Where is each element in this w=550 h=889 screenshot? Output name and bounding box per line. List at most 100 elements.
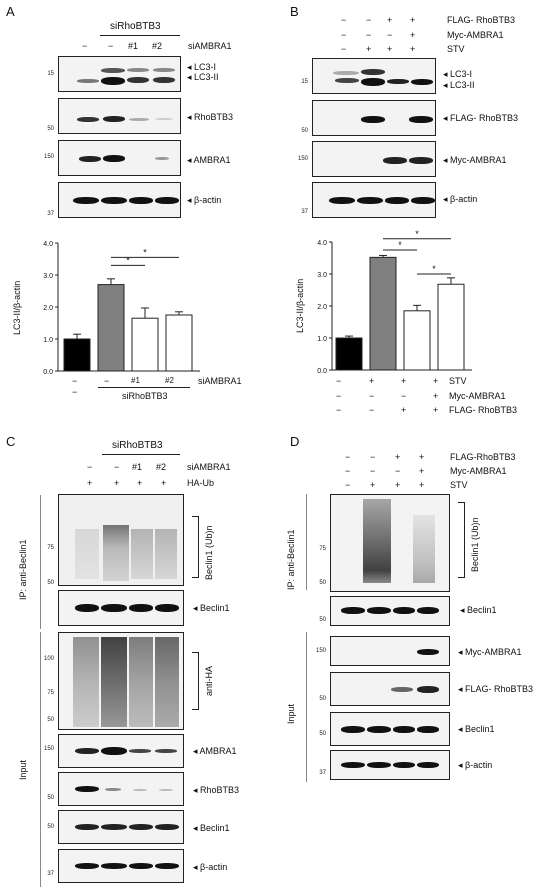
band bbox=[417, 726, 439, 733]
band bbox=[417, 686, 439, 693]
mw-marker: 37 bbox=[319, 770, 326, 776]
row-label: FLAG- RhoBTB3 bbox=[449, 405, 518, 415]
lane-label: siAMBRA1 bbox=[188, 41, 232, 51]
lane-mark: #1 bbox=[132, 462, 143, 472]
band bbox=[103, 155, 125, 162]
mw-marker: 50 bbox=[319, 580, 326, 586]
band bbox=[409, 116, 433, 123]
lane-mark: − bbox=[366, 30, 372, 40]
row-label: Myc-AMBRA1 bbox=[450, 466, 507, 476]
band bbox=[101, 747, 127, 755]
row-label: STV bbox=[447, 44, 465, 54]
band bbox=[155, 197, 179, 204]
input-bracket bbox=[40, 632, 41, 887]
lane-mark: + bbox=[410, 30, 416, 40]
y-tick-label: 0.0 bbox=[43, 369, 53, 376]
band-label: ◂ FLAG- RhoBTB3 bbox=[443, 113, 519, 123]
mw-marker: 150 bbox=[297, 156, 308, 162]
lane-mark: − bbox=[345, 452, 351, 462]
mw-marker: 75 bbox=[47, 690, 54, 696]
x-mark: − bbox=[72, 387, 78, 397]
row-label: STV bbox=[449, 376, 467, 386]
lane-mark: − bbox=[87, 462, 93, 472]
mw-marker: 150 bbox=[43, 154, 54, 160]
band-label: ◂ RhoBTB3 bbox=[187, 112, 234, 122]
group-bracket bbox=[98, 387, 190, 388]
band bbox=[159, 789, 173, 791]
band bbox=[153, 77, 175, 83]
lane-mark: + bbox=[114, 478, 120, 488]
lane-mark: + bbox=[419, 452, 425, 462]
y-tick-label: 2.0 bbox=[43, 305, 53, 312]
lane-mark: + bbox=[87, 478, 93, 488]
band bbox=[75, 786, 99, 792]
lane-mark: − bbox=[401, 391, 407, 401]
band-label-text: β-actin bbox=[450, 194, 478, 204]
band-label: ◂ Beclin1 bbox=[193, 603, 230, 613]
lane-mark: + bbox=[419, 466, 425, 476]
lane-mark: + bbox=[370, 480, 376, 490]
band bbox=[361, 78, 385, 86]
band-label: ◂ Beclin1 bbox=[193, 823, 230, 833]
significance-star: * bbox=[415, 230, 419, 239]
band bbox=[133, 789, 147, 791]
lane-mark: − bbox=[366, 15, 372, 25]
row-label: Myc-AMBRA1 bbox=[449, 391, 506, 401]
ip-bracket bbox=[40, 495, 41, 629]
lane-mark: + bbox=[401, 376, 407, 386]
panel-label-b: B bbox=[290, 4, 299, 19]
band-label-text: AMBRA1 bbox=[193, 155, 231, 165]
band-label-text: Myc-AMBRA1 bbox=[465, 647, 522, 657]
mw-marker: 100 bbox=[43, 656, 54, 662]
blot-actin bbox=[58, 182, 181, 218]
band-label: ◂ AMBRA1 bbox=[187, 155, 231, 165]
band bbox=[129, 604, 153, 612]
mw-marker: 15 bbox=[301, 79, 308, 85]
blot-beclin1-ip bbox=[330, 596, 450, 626]
band-label-text: LC3-I bbox=[450, 69, 473, 79]
band bbox=[361, 116, 385, 123]
band bbox=[341, 726, 365, 733]
significance-star: * bbox=[126, 255, 130, 265]
input-bracket bbox=[306, 632, 307, 782]
row-label: Myc-AMBRA1 bbox=[447, 30, 504, 40]
band bbox=[75, 824, 99, 830]
anti-ha-label: anti-HA bbox=[204, 665, 214, 696]
lane-mark: − bbox=[108, 41, 114, 51]
blot-lc3 bbox=[58, 56, 181, 92]
band bbox=[103, 525, 129, 581]
band bbox=[155, 118, 173, 120]
band-label: ◂ RhoBTB3 bbox=[193, 785, 240, 795]
lane-mark: − bbox=[336, 405, 342, 415]
lane-mark: + bbox=[395, 480, 401, 490]
band bbox=[411, 79, 433, 85]
band bbox=[393, 762, 415, 768]
blot-ub-smear bbox=[330, 494, 450, 592]
band-label-text: RhoBTB3 bbox=[194, 112, 234, 122]
ub-bracket bbox=[458, 502, 465, 578]
band bbox=[391, 687, 413, 692]
mw-marker: 75 bbox=[319, 546, 326, 552]
blot-beclin1-input bbox=[330, 712, 450, 746]
blot-beclin1-input bbox=[58, 810, 184, 844]
blot-rhobtb3 bbox=[58, 772, 184, 806]
band bbox=[155, 529, 177, 579]
ip-bracket bbox=[306, 494, 307, 590]
band bbox=[417, 649, 439, 655]
blot-actin bbox=[312, 182, 436, 218]
band-label-text: Beclin1 bbox=[465, 724, 495, 734]
band bbox=[101, 863, 127, 869]
band bbox=[101, 68, 125, 73]
blot-lc3 bbox=[312, 58, 436, 94]
band-label: ◂ Myc-AMBRA1 bbox=[443, 155, 507, 165]
band-label-text: β-actin bbox=[194, 195, 222, 205]
band bbox=[155, 749, 177, 753]
row-label: siAMBRA1 bbox=[187, 462, 231, 472]
bar bbox=[131, 317, 159, 372]
x-mark: − bbox=[104, 376, 110, 386]
mw-marker: 50 bbox=[47, 126, 54, 132]
band bbox=[335, 78, 359, 83]
y-tick-label: 3.0 bbox=[43, 273, 53, 280]
significance-star: * bbox=[143, 247, 147, 257]
band-label: ◂ Beclin1 bbox=[460, 605, 497, 615]
